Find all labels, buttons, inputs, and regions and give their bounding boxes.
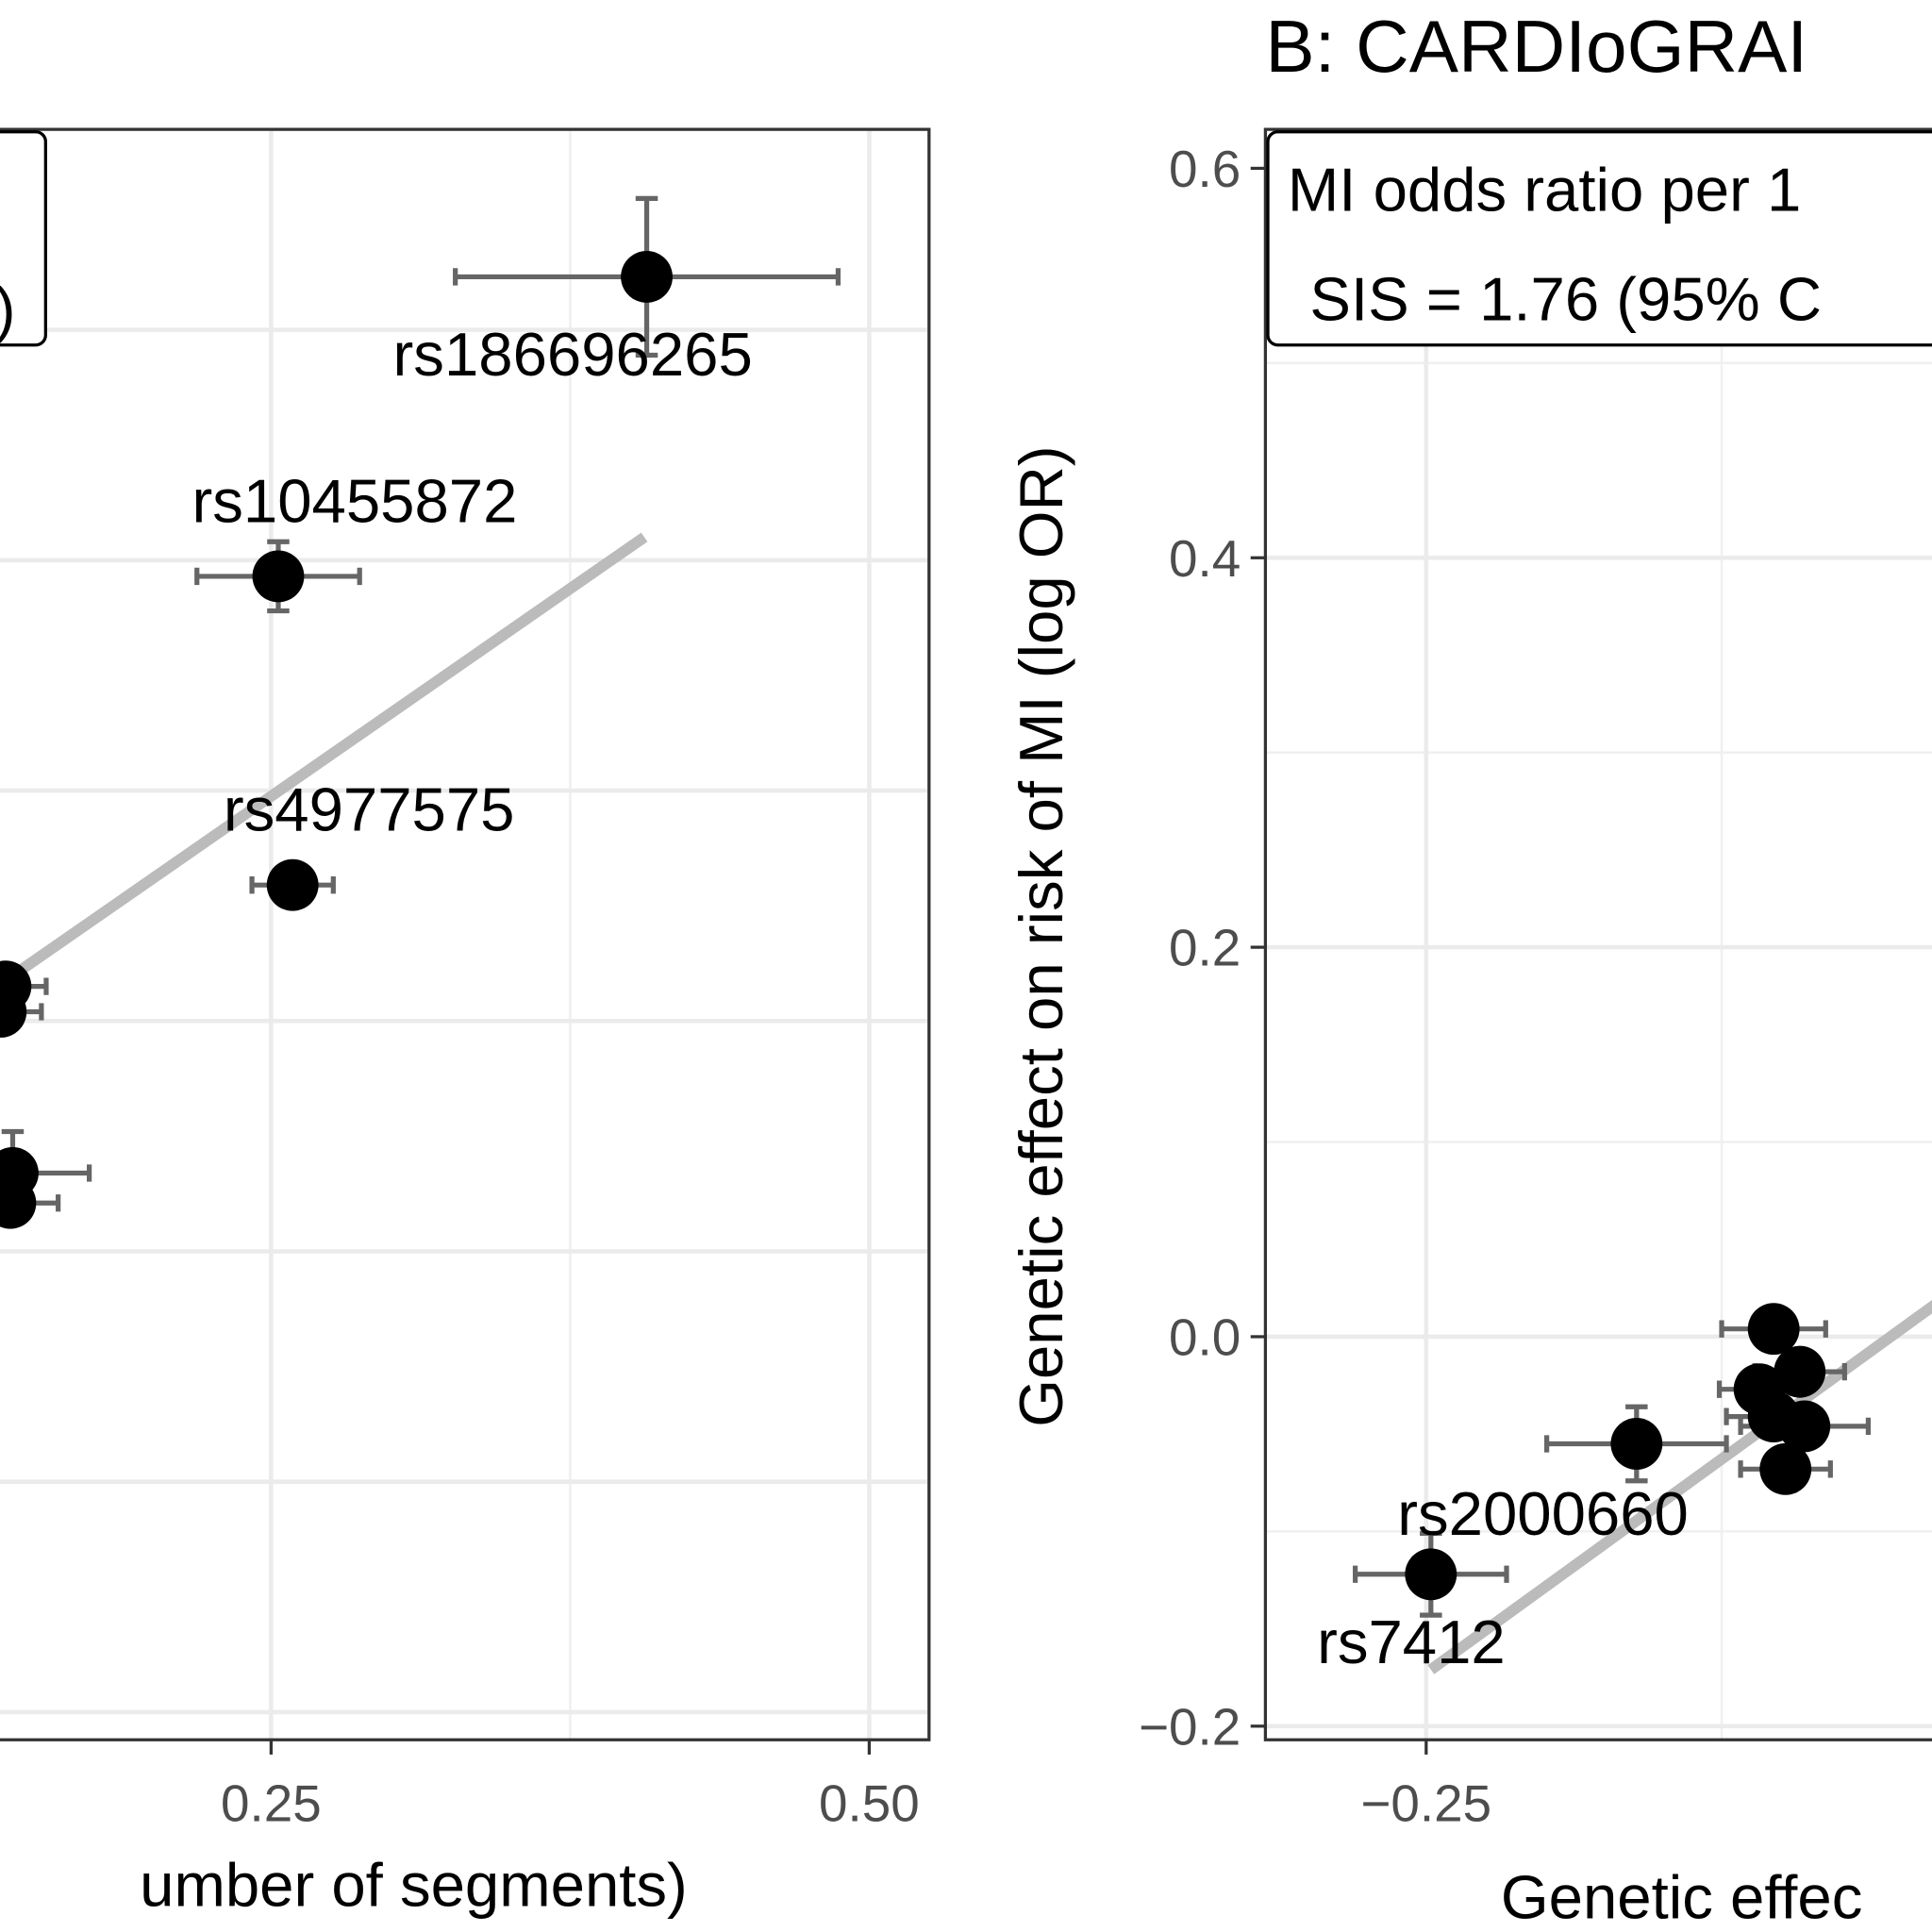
annotation: MI odds ratio per 1 <box>1288 155 1801 224</box>
x-tick-label: −0.25 <box>1360 1774 1491 1832</box>
point <box>0 1176 37 1229</box>
y-tick-label: 0.6 <box>1169 140 1241 198</box>
y-tick-label: 0.4 <box>1169 529 1241 588</box>
point-label: rs7412 <box>1317 1607 1506 1676</box>
point <box>0 986 27 1038</box>
y-tick-label: −0.2 <box>1139 1697 1241 1756</box>
legend-box <box>0 130 47 347</box>
point <box>1778 1400 1831 1453</box>
plot-background <box>0 129 929 1740</box>
y-tick-label: 0.2 <box>1169 919 1241 977</box>
point <box>621 251 673 303</box>
panel <box>0 129 929 1740</box>
point <box>1759 1442 1812 1495</box>
chart-title: B: CARDIoGRAI <box>1265 5 1807 88</box>
y-tick-label: 0.0 <box>1169 1308 1241 1367</box>
x-axis-label: umber of segments) <box>140 1851 688 1920</box>
point <box>1747 1303 1800 1356</box>
fit-line <box>0 532 648 991</box>
plot-frame <box>1263 127 1932 1741</box>
x-tick-label: 0.25 <box>221 1774 322 1832</box>
point <box>1405 1548 1457 1601</box>
x-tick-label: 0.50 <box>819 1774 920 1832</box>
panel <box>1265 129 1932 1740</box>
point <box>252 550 305 603</box>
annotation: SIS = 1.76 (95% C <box>1309 265 1822 334</box>
y-axis-label: Genetic effect on risk of MI (log OR) <box>1007 446 1075 1427</box>
point-label: rs10455872 <box>192 466 517 535</box>
point-label: rs4977575 <box>224 775 515 844</box>
point-label: rs2000660 <box>1397 1479 1689 1548</box>
point <box>266 858 319 911</box>
plot-frame <box>0 127 931 1741</box>
point <box>1610 1418 1663 1470</box>
point-label: rs186696265 <box>393 320 753 389</box>
annotation-box <box>1266 130 1932 347</box>
point <box>1774 1345 1826 1398</box>
x-axis-label: Genetic effec <box>1501 1863 1863 1932</box>
legend-text: ) <box>0 275 16 343</box>
